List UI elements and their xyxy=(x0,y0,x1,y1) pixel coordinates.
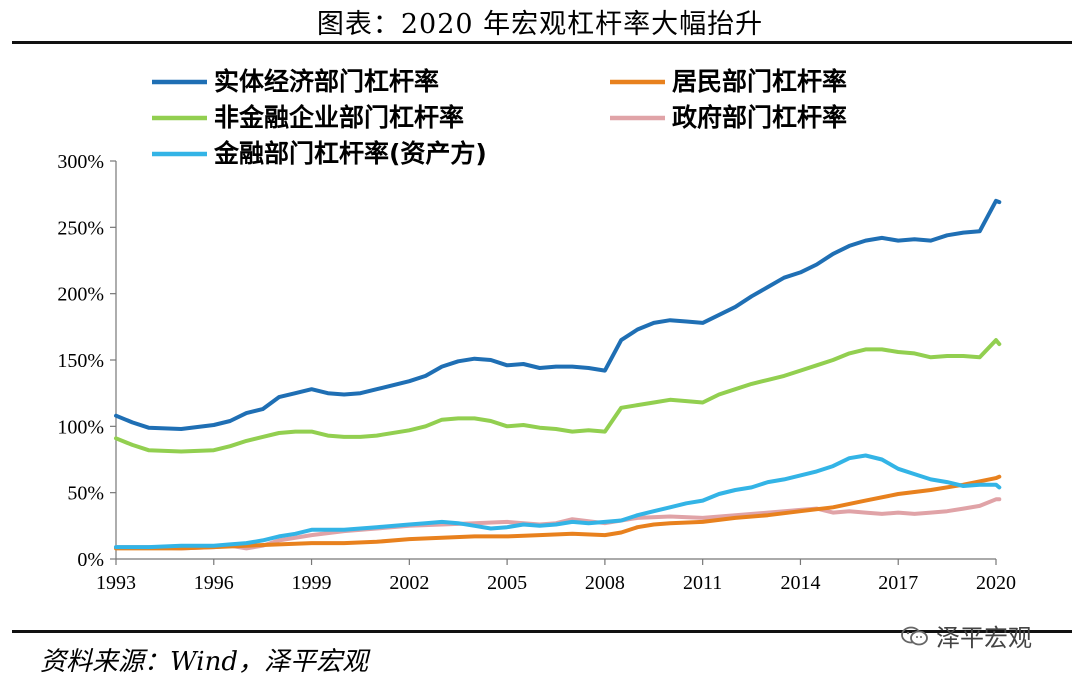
x-tick-label: 2008 xyxy=(585,572,625,594)
series-line-0 xyxy=(114,198,1002,431)
x-tick-label: 1996 xyxy=(194,572,234,594)
x-tick-label: 2002 xyxy=(389,572,429,594)
legend-label: 居民部门杠杆率 xyxy=(672,67,847,96)
bottom-rule xyxy=(12,630,1072,633)
x-tick-label: 2005 xyxy=(487,572,527,594)
y-tick-label: 200% xyxy=(57,284,104,306)
y-tick-label: 300% xyxy=(57,151,104,173)
series-line-2 xyxy=(114,338,1002,454)
series-line-4 xyxy=(114,453,1002,550)
legend-label: 政府部门杠杆率 xyxy=(672,103,847,132)
series-lines xyxy=(114,198,1002,551)
top-rule xyxy=(12,41,1072,44)
x-tick-label: 2020 xyxy=(976,572,1016,594)
x-tick-label: 2011 xyxy=(683,572,722,594)
x-tick-label: 1993 xyxy=(96,572,136,594)
watermark-text: 泽平宏观 xyxy=(936,624,1032,652)
series-line-1 xyxy=(114,474,1002,551)
wechat-icon xyxy=(901,626,928,645)
legend-label: 实体经济部门杠杆率 xyxy=(214,67,439,96)
legend-label: 金融部门杠杆率(资产方) xyxy=(213,139,487,168)
y-tick-label: 100% xyxy=(57,416,104,438)
x-tick-label: 2017 xyxy=(878,572,918,594)
source-note: 资料来源：Wind，泽平宏观 xyxy=(40,647,368,677)
y-tick-label: 150% xyxy=(57,350,104,372)
x-tick-label: 1999 xyxy=(292,572,332,594)
y-tick-label: 250% xyxy=(57,217,104,239)
axes: 0% 50% 100% 150% 200% 250% 300% 1993 1996 1999 200… xyxy=(57,151,1016,594)
watermark: 泽平宏观 xyxy=(900,618,1032,653)
chart-title: 图表：2020 年宏观杠杆率大幅抬升 xyxy=(316,9,764,40)
x-tick-label: 2014 xyxy=(780,572,820,594)
y-tick-label: 0% xyxy=(77,549,104,571)
y-tick-label: 50% xyxy=(67,483,104,505)
legend-label: 非金融企业部门杠杆率 xyxy=(214,103,464,132)
